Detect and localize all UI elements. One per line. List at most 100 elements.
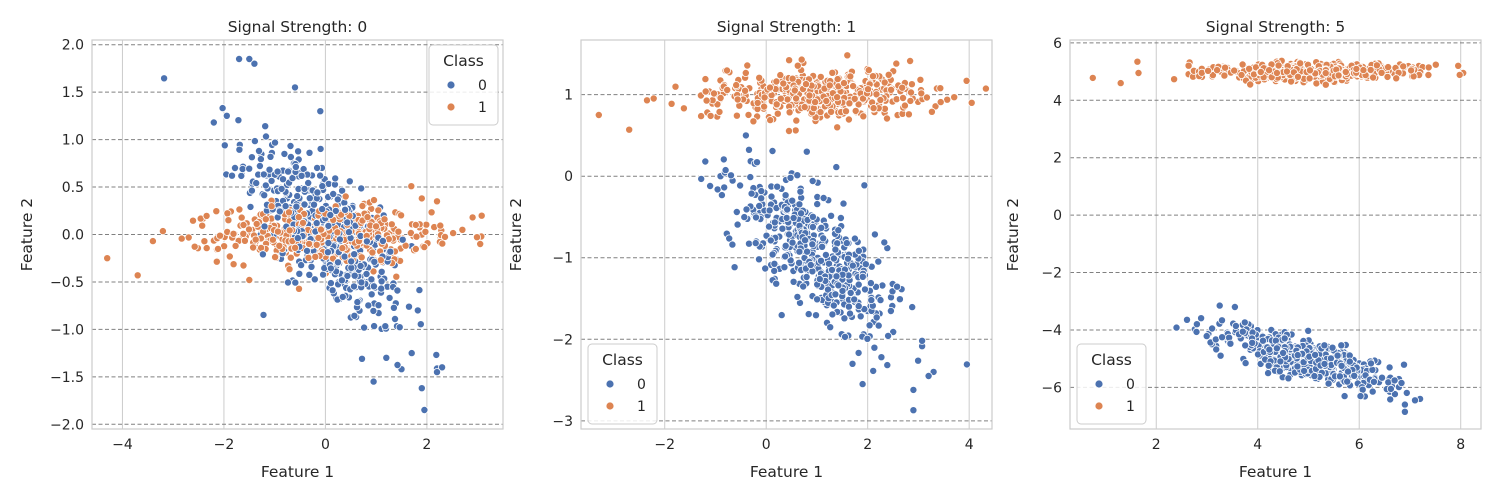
point-class-0: [326, 279, 335, 288]
axes-frame: [91, 39, 504, 430]
point-class-0: [872, 313, 881, 322]
point-class-0: [369, 377, 378, 386]
point-class-1: [833, 123, 842, 132]
point-class-1: [892, 95, 901, 104]
point-class-0: [283, 278, 292, 287]
point-class-0: [247, 186, 256, 195]
point-class-0: [806, 260, 815, 269]
point-class-0: [765, 222, 774, 231]
point-class-0: [329, 189, 338, 198]
point-class-0: [1264, 361, 1273, 370]
legend-marker-1: [446, 102, 456, 112]
point-class-0: [1183, 315, 1192, 324]
point-class-1: [244, 225, 253, 234]
point-class-0: [367, 290, 376, 299]
point-class-1: [981, 84, 990, 93]
point-class-1: [716, 94, 725, 103]
point-class-0: [362, 269, 371, 278]
point-class-0: [741, 131, 750, 140]
point-class-1: [702, 96, 711, 105]
point-class-0: [817, 256, 826, 265]
point-class-0: [290, 83, 299, 92]
point-class-1: [869, 72, 878, 81]
point-class-1: [667, 99, 676, 108]
point-class-0: [369, 282, 378, 291]
point-class-0: [736, 181, 745, 190]
point-class-0: [377, 277, 386, 286]
point-class-1: [1334, 71, 1343, 80]
point-class-0: [293, 234, 302, 243]
point-class-1: [275, 241, 284, 250]
point-class-1: [697, 112, 706, 121]
point-class-1: [1287, 77, 1296, 86]
point-class-0: [1215, 301, 1224, 310]
point-class-1: [231, 241, 240, 250]
point-class-1: [438, 239, 447, 248]
y-tick-label: 4: [1053, 93, 1062, 109]
point-class-0: [840, 314, 849, 323]
point-class-0: [326, 210, 335, 219]
point-class-1: [133, 271, 142, 280]
point-class-0: [836, 213, 845, 222]
point-class-1: [376, 256, 385, 265]
point-class-1: [927, 107, 936, 116]
point-class-0: [834, 281, 843, 290]
point-class-0: [300, 184, 309, 193]
panel-1: −4 −2 0 2 −2.0 −1.5 −1.0 −0.5 0.0 0.5 1.0 1.5 2.0 Fea…: [18, 18, 504, 481]
point-class-0: [237, 171, 246, 180]
point-class-0: [438, 363, 447, 372]
point-class-1: [772, 100, 781, 109]
point-class-0: [1340, 392, 1349, 401]
point-class-1: [285, 226, 294, 235]
point-class-1: [936, 98, 945, 107]
point-class-1: [773, 109, 782, 118]
point-class-1: [811, 98, 820, 107]
point-class-0: [886, 306, 895, 315]
point-class-0: [854, 246, 863, 255]
point-class-0: [385, 293, 394, 302]
point-class-0: [884, 331, 893, 340]
point-class-0: [393, 360, 402, 369]
point-class-0: [854, 302, 863, 311]
point-class-0: [804, 310, 813, 319]
point-class-1: [760, 93, 769, 102]
point-class-0: [343, 218, 352, 227]
point-class-0: [331, 206, 340, 215]
point-class-0: [261, 181, 270, 190]
point-class-1: [421, 227, 430, 236]
point-class-0: [307, 262, 316, 271]
point-class-0: [1400, 400, 1409, 409]
point-class-0: [416, 320, 425, 329]
point-class-0: [826, 323, 835, 332]
point-class-0: [789, 277, 798, 286]
point-class-0: [730, 263, 739, 272]
point-class-0: [909, 385, 918, 394]
y-tick-label: −6: [1041, 380, 1062, 396]
point-class-1: [1372, 61, 1381, 70]
point-class-1: [397, 211, 406, 220]
point-class-0: [1335, 372, 1344, 381]
point-class-0: [1378, 373, 1387, 382]
point-class-1: [158, 227, 167, 236]
point-class-1: [805, 91, 814, 100]
point-class-0: [310, 275, 319, 284]
x-axis-label: Feature 1: [261, 463, 334, 481]
point-class-1: [922, 93, 931, 102]
point-class-0: [390, 314, 399, 323]
point-class-1: [271, 253, 280, 262]
y-tick-label: −1: [552, 251, 573, 267]
point-class-1: [843, 51, 852, 60]
legend-title: Class: [443, 52, 484, 70]
point-class-1: [369, 196, 378, 205]
point-class-0: [1368, 365, 1377, 374]
point-class-0: [770, 259, 779, 268]
point-class-0: [1333, 351, 1342, 360]
point-class-1: [417, 194, 426, 203]
point-class-0: [1280, 334, 1289, 343]
legend-entry-1: 1: [637, 399, 646, 415]
point-class-1: [251, 235, 260, 244]
point-class-0: [848, 359, 857, 368]
point-class-0: [313, 163, 322, 172]
point-class-1: [1274, 61, 1283, 70]
point-class-1: [723, 66, 732, 75]
